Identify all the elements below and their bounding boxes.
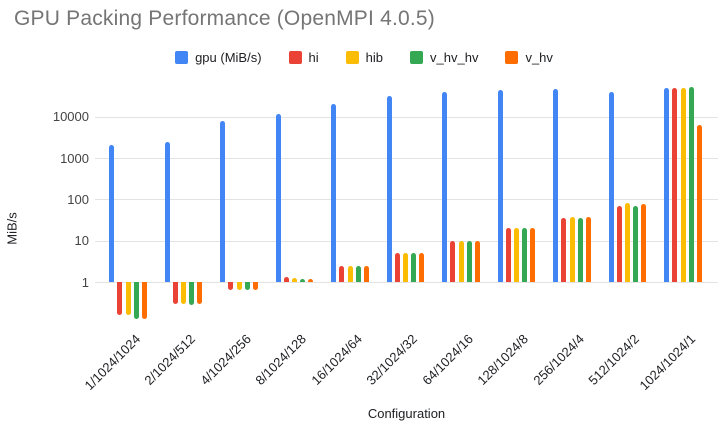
bar[interactable] xyxy=(625,203,630,282)
legend-label: v_hv_hv xyxy=(430,49,479,65)
plot-area: 1 10 100 1000 10000 xyxy=(53,85,718,330)
bar[interactable] xyxy=(386,95,392,282)
legend-label: v_hv xyxy=(525,49,553,65)
bar[interactable] xyxy=(394,253,400,282)
gridline xyxy=(95,240,718,242)
bar[interactable] xyxy=(347,266,353,282)
bar[interactable] xyxy=(530,228,536,282)
bar[interactable] xyxy=(339,266,345,282)
bar[interactable] xyxy=(164,142,170,282)
bar[interactable] xyxy=(411,252,417,282)
gridline xyxy=(95,116,718,118)
x-tick-label: 1/1024/1024 xyxy=(81,331,143,394)
legend-item: v_hv_hv xyxy=(410,50,478,65)
gridline xyxy=(95,199,718,201)
legend-label: hi xyxy=(308,49,319,65)
bar[interactable] xyxy=(197,282,203,304)
bar[interactable] xyxy=(641,203,647,282)
bar[interactable] xyxy=(553,89,559,282)
x-axis-title: Configuration xyxy=(367,406,446,421)
bar[interactable] xyxy=(442,91,448,282)
bar[interactable] xyxy=(355,266,361,282)
bar[interactable] xyxy=(252,282,258,290)
x-tick-label: 128/1024/8 xyxy=(474,331,532,388)
chart-title: GPU Packing Performance (OpenMPI 4.0.5) xyxy=(14,7,435,30)
bar[interactable] xyxy=(497,90,503,282)
bar[interactable] xyxy=(189,282,195,305)
bar[interactable] xyxy=(292,278,297,282)
bar[interactable] xyxy=(181,282,186,304)
bar[interactable] xyxy=(608,91,614,282)
bar[interactable] xyxy=(117,282,123,315)
bar[interactable] xyxy=(522,228,528,282)
bar[interactable] xyxy=(561,218,567,282)
bar[interactable] xyxy=(505,228,511,282)
x-tick-label: 2/1024/512 xyxy=(141,331,199,388)
bar[interactable] xyxy=(569,217,575,282)
legend-item: v_hv xyxy=(505,49,553,65)
x-tick-label: 16/1024/64 xyxy=(308,331,365,388)
bar[interactable] xyxy=(696,125,702,282)
bar[interactable] xyxy=(672,87,678,282)
bar[interactable] xyxy=(109,144,115,282)
bar[interactable] xyxy=(403,252,408,282)
legend-item: hi xyxy=(288,49,319,65)
y-tick-label: 1 xyxy=(81,274,89,290)
bar[interactable] xyxy=(308,278,314,282)
bar[interactable] xyxy=(236,282,242,290)
bar[interactable] xyxy=(664,87,670,282)
legend-swatch-icon xyxy=(175,50,189,64)
y-tick-label: 10 xyxy=(74,233,89,249)
gridline xyxy=(95,282,718,283)
bar[interactable] xyxy=(228,282,234,290)
bar[interactable] xyxy=(688,86,694,282)
bar[interactable] xyxy=(141,282,147,319)
y-axis-title: MiB/s xyxy=(4,212,20,245)
gridline xyxy=(95,158,718,160)
legend-swatch-icon xyxy=(410,50,424,64)
legend: gpu (MiB/s) hi hib v_hv_hv v_hv xyxy=(0,48,728,66)
bar[interactable] xyxy=(220,120,226,282)
legend-item: hib xyxy=(345,49,384,65)
y-tick-label: 10000 xyxy=(52,109,89,125)
x-tick-label: 4/1024/256 xyxy=(197,331,254,388)
bar[interactable] xyxy=(363,265,369,282)
bar[interactable] xyxy=(680,87,686,282)
x-tick-label: 1024/1024/1 xyxy=(636,331,698,394)
bar[interactable] xyxy=(331,103,337,282)
bar[interactable] xyxy=(419,252,425,282)
x-tick-label: 32/1024/32 xyxy=(363,331,421,388)
bar[interactable] xyxy=(458,240,464,282)
y-tick-label: 100 xyxy=(67,191,89,207)
bar[interactable] xyxy=(585,216,591,282)
legend-swatch-icon xyxy=(345,50,359,64)
legend-swatch-icon xyxy=(288,50,302,64)
x-tick-label: 512/1024/2 xyxy=(585,331,643,388)
legend-swatch-icon xyxy=(505,50,519,64)
bar[interactable] xyxy=(275,114,281,282)
bar[interactable] xyxy=(125,282,131,315)
bar[interactable] xyxy=(577,217,583,282)
bar[interactable] xyxy=(244,282,250,290)
bar[interactable] xyxy=(466,240,472,282)
bar[interactable] xyxy=(616,205,622,282)
y-tick-label: 1000 xyxy=(60,150,89,166)
bar[interactable] xyxy=(283,277,289,282)
bar[interactable] xyxy=(133,282,139,319)
bar[interactable] xyxy=(474,240,480,282)
bar[interactable] xyxy=(450,240,456,282)
bar[interactable] xyxy=(300,278,306,282)
legend-label: gpu (MiB/s) xyxy=(195,49,262,65)
legend-item: gpu (MiB/s) xyxy=(175,49,262,65)
bar[interactable] xyxy=(514,228,519,282)
bar[interactable] xyxy=(172,282,178,304)
legend-label: hib xyxy=(365,49,384,65)
x-tick-label: 8/1024/128 xyxy=(252,331,310,388)
x-tick-label: 64/1024/16 xyxy=(419,331,476,388)
bar[interactable] xyxy=(633,205,639,282)
x-tick-label: 256/1024/4 xyxy=(530,331,587,388)
